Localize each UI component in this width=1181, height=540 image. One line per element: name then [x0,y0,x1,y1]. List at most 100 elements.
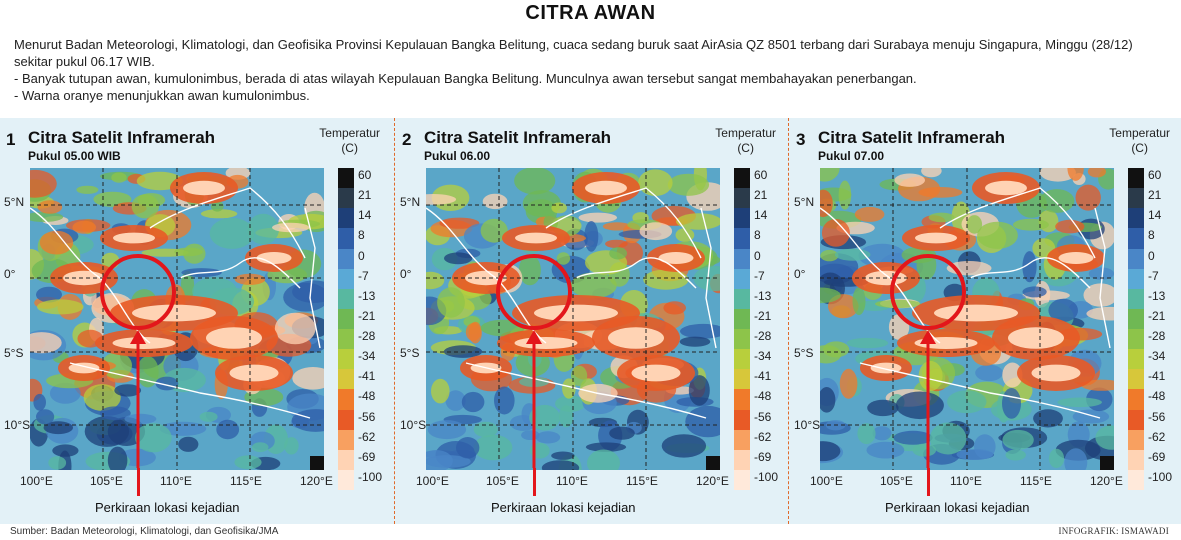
cloud-texture [99,406,131,421]
scale-swatch [734,268,750,289]
cloud-texture [39,230,74,255]
panel-number: 2 [402,130,412,149]
scale-tick-label: 21 [1148,188,1162,203]
scale-tick-label: -41 [754,369,772,384]
lat-label: 10°S [4,418,31,432]
coastline [179,257,301,289]
scale-tick-label: -7 [1148,268,1159,283]
temperature-legend-title: Temperatur (C) [715,126,776,156]
cumulonimbus-core [515,232,557,244]
lat-label: 5°N [400,195,421,209]
coastline [700,207,717,349]
panel-title: Citra Satelit Inframerah [28,128,216,147]
cloud-texture [1002,429,1034,450]
cloud-texture [609,426,635,440]
cloud-texture [846,337,889,349]
legend-title-line2: (C) [1131,141,1148,155]
lon-label: 100°E [20,474,53,488]
scale-swatch [338,188,354,209]
lon-label: 120°E [1090,474,1123,488]
location-caption: Perkiraan lokasi kejadian [491,500,636,515]
scale-swatch [734,248,750,269]
cloud-texture [178,436,199,452]
cloud-texture [821,219,850,247]
scale-tick-label: -69 [754,449,772,464]
cloud-texture [456,437,480,459]
scale-swatch [338,389,354,410]
cumulonimbus-core [132,304,216,322]
scale-tick-label: -41 [1148,369,1166,384]
cloud-texture [820,345,842,364]
lat-label: 5°S [400,346,420,360]
scale-tick-label: -48 [1148,389,1166,404]
cloud-texture [292,280,324,303]
cloud-texture [521,430,540,440]
cloud-texture [556,252,571,265]
scale-tick-label: -34 [1148,349,1166,364]
cloud-texture [929,422,967,455]
cloud-texture [445,390,466,411]
cumulonimbus-core [585,180,627,196]
cloud-texture [30,332,62,354]
lon-label: 115°E [626,474,658,488]
cloud-texture [72,220,97,234]
cloud-texture [247,213,280,245]
cloud-texture [431,378,450,404]
scale-swatch [338,308,354,329]
cloud-texture [820,249,839,262]
cloud-texture [688,375,710,406]
cloud-texture [426,194,457,205]
temperature-color-scale [338,168,354,490]
cloud-texture [558,405,574,428]
scale-swatch [1128,389,1144,410]
panel-divider [394,118,395,524]
scale-swatch [338,228,354,249]
cloud-texture [1033,409,1063,428]
cloud-texture [912,443,937,457]
cloud-texture [866,441,905,459]
cloud-texture [174,247,203,257]
cloud-texture [663,301,686,315]
lat-label: 0° [400,267,412,281]
cloud-texture [1002,362,1023,388]
panel-time: Pukul 05.00 WIB [28,149,121,163]
scale-tick-label: 21 [358,188,372,203]
cloud-texture [875,299,921,308]
coastline [304,207,321,349]
no-data-area [310,456,324,470]
lon-label: 110°E [556,474,588,488]
scale-swatch [1128,329,1144,350]
scale-tick-label: 21 [754,188,768,203]
page-title: CITRA AWAN [525,2,656,24]
scale-tick-label: -34 [358,349,376,364]
cumulonimbus-core [985,180,1027,196]
panel-number: 3 [796,130,806,149]
cloud-texture [639,222,673,241]
location-arrowhead [130,330,146,344]
scale-swatch [338,409,354,430]
scale-tick-label: -56 [1148,409,1166,424]
scale-swatch [734,409,750,430]
scale-tick-label: -62 [1148,429,1166,444]
cloud-texture [918,187,963,198]
cloud-texture [551,451,575,460]
cloud-texture [661,434,707,458]
cloud-texture [234,273,266,285]
coastline [545,187,702,259]
panel-time: Pukul 07.00 [818,149,885,163]
scale-swatch [734,208,750,229]
intro-text: Menurut Badan Meteorologi, Klimatologi, … [14,36,1164,104]
cloud-texture [928,212,955,223]
lon-label: 105°E [880,474,913,488]
lat-label: 5°N [794,195,815,209]
cloud-texture [83,384,121,411]
lon-label: 115°E [230,474,262,488]
panel-title: Citra Satelit Inframerah [424,128,612,147]
lat-label: 5°S [794,346,814,360]
cumulonimbus-core [534,304,618,322]
cloud-texture [124,413,157,424]
cloud-texture [251,442,269,453]
scale-tick-label: 0 [754,248,761,263]
temperature-legend-title: Temperatur (C) [1109,126,1170,156]
cloud-texture [893,430,933,445]
